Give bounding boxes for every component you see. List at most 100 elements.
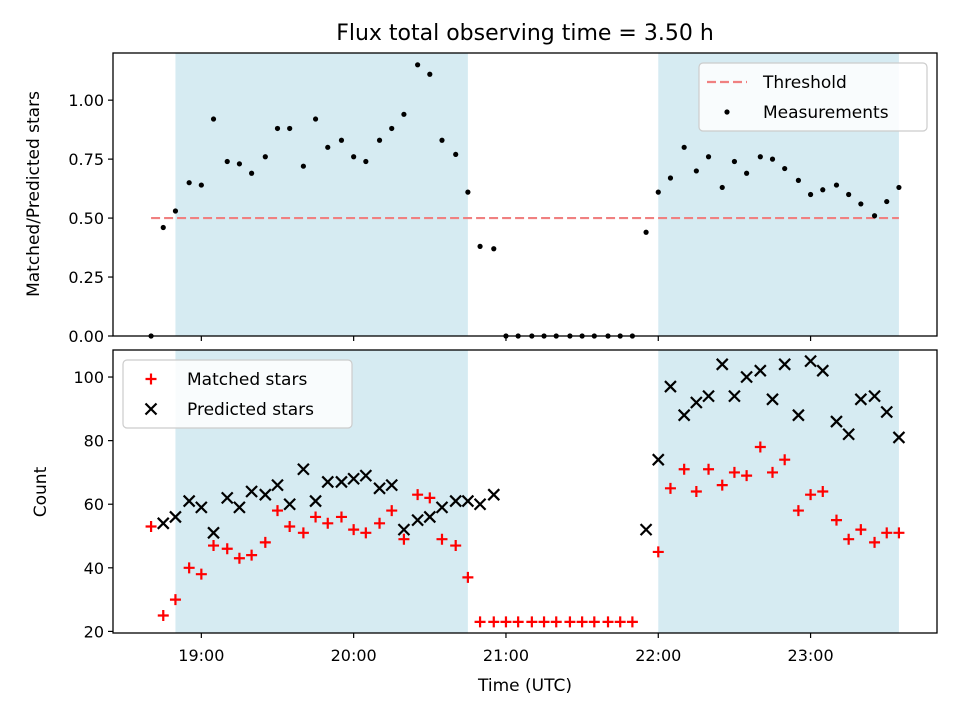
matched-stars-point xyxy=(626,616,638,628)
measurements-point xyxy=(274,125,281,132)
predicted-stars-point xyxy=(728,389,741,403)
predicted-stars-point xyxy=(854,393,868,406)
measurements-point xyxy=(833,182,840,188)
legend-box xyxy=(698,62,928,132)
matched-stars-point xyxy=(652,546,664,558)
matched-stars-point xyxy=(678,463,690,475)
predicted-stars-point xyxy=(423,510,437,524)
matched-stars-point xyxy=(348,524,360,536)
matched-stars-point xyxy=(843,533,855,545)
matched-stars-point xyxy=(881,527,893,539)
matched-stars-point xyxy=(893,527,905,539)
matched-stars-point xyxy=(424,492,436,504)
measurements-point xyxy=(782,165,788,172)
measurements-point xyxy=(465,189,471,195)
matched-stars-point xyxy=(728,466,740,478)
matched-stars-point xyxy=(386,505,398,517)
matched-stars-point xyxy=(436,533,448,545)
predicted-stars-point xyxy=(842,427,855,441)
predicted-stars-point xyxy=(892,431,906,444)
measurements-point xyxy=(389,125,395,132)
predicted-stars-point xyxy=(182,494,196,508)
legend-predicted-stars-swatch xyxy=(144,402,158,416)
measurements-point xyxy=(224,158,230,165)
top-legend: Threshold Measurements xyxy=(698,62,928,132)
measurements-point xyxy=(453,151,459,158)
predicted-stars-point xyxy=(220,491,234,505)
predicted-stars-point xyxy=(271,478,284,492)
measurements-point xyxy=(731,158,738,165)
matched-stars-point xyxy=(208,540,220,552)
measurements-point xyxy=(376,137,383,143)
matched-stars-point xyxy=(374,517,386,529)
predicted-stars-point xyxy=(297,462,310,476)
predicted-stars-point xyxy=(664,380,677,393)
predicted-stars-point xyxy=(651,453,665,466)
matched-stars-point xyxy=(754,441,766,453)
bottom-y-tick-label: 80 xyxy=(84,432,104,451)
matched-stars-point xyxy=(830,514,842,526)
measurements-point xyxy=(427,71,433,77)
predicted-stars-point xyxy=(868,389,881,403)
predicted-stars-point xyxy=(233,501,246,514)
top-observing-interval-1 xyxy=(175,53,468,336)
measurements-point xyxy=(769,156,776,162)
x-tick-label: 21:00 xyxy=(483,646,529,665)
predicted-stars-point xyxy=(880,405,894,419)
predicted-stars-point xyxy=(245,485,258,498)
bottom-axes-frame xyxy=(112,349,938,634)
measurements-point xyxy=(351,154,357,160)
top-y-tick-label: 0.25 xyxy=(68,268,104,287)
matched-stars-point xyxy=(322,517,334,529)
matched-stars-point xyxy=(741,470,753,482)
measurements-point xyxy=(300,163,306,169)
matched-stars-point xyxy=(779,454,791,466)
bottom-panel-counts: 20 40 60 80 100 19:00 20:00 21:00 22:00 23:00 Matc… xyxy=(73,349,938,665)
matched-stars-point xyxy=(690,486,702,497)
measurements-point xyxy=(846,191,852,198)
measurements-point xyxy=(415,62,421,68)
bottom-y-tick-label: 20 xyxy=(84,622,104,641)
top-y-tick-label: 0.75 xyxy=(68,150,104,169)
measurements-point xyxy=(681,144,687,150)
measurements-point xyxy=(236,161,243,167)
top-y-axis-label: Matched/Predicted stars xyxy=(24,91,44,297)
x-tick-label: 19:00 xyxy=(178,646,224,665)
measurements-point xyxy=(795,177,801,183)
predicted-stars-point xyxy=(740,370,753,384)
top-axes-frame xyxy=(112,52,938,337)
legend-entry-label: Measurements xyxy=(763,103,889,123)
predicted-stars-point xyxy=(804,354,817,368)
predicted-stars-point xyxy=(830,415,843,428)
measurements-point xyxy=(198,182,204,188)
matched-stars-point xyxy=(195,568,207,580)
predicted-stars-point xyxy=(283,497,296,511)
predicted-stars-point xyxy=(169,510,182,524)
bottom-y-tick-label: 100 xyxy=(73,368,104,387)
top-panel-ratio: 0.00 0.25 0.50 0.75 1.00 Threshold Measurement… xyxy=(68,52,938,346)
matched-stars-point xyxy=(221,543,233,555)
measurements-point xyxy=(884,198,890,205)
predicted-stars-point xyxy=(359,469,373,482)
measurements-point xyxy=(896,184,902,191)
matched-stars-point xyxy=(869,536,881,548)
matched-stars-point xyxy=(297,527,309,539)
predicted-stars-point xyxy=(792,408,805,422)
matched-stars-point xyxy=(233,552,245,564)
legend-matched-stars-swatch xyxy=(145,373,157,385)
matched-stars-point xyxy=(576,616,588,628)
matched-stars-point xyxy=(703,463,715,475)
predicted-stars-point xyxy=(385,478,399,492)
x-tick-label: 22:00 xyxy=(635,646,681,665)
matched-stars-point xyxy=(145,520,157,532)
predicted-stars-point xyxy=(207,526,220,540)
legend-measurements-swatch xyxy=(724,109,730,115)
predicted-stars-point xyxy=(778,358,791,371)
matched-stars-point xyxy=(716,479,728,491)
matched-stars-point xyxy=(169,594,181,606)
top-y-tick-label: 0.50 xyxy=(68,209,104,228)
measurements-point xyxy=(757,154,763,160)
x-tick-label: 20:00 xyxy=(331,646,377,665)
matched-stars-point xyxy=(462,571,474,583)
